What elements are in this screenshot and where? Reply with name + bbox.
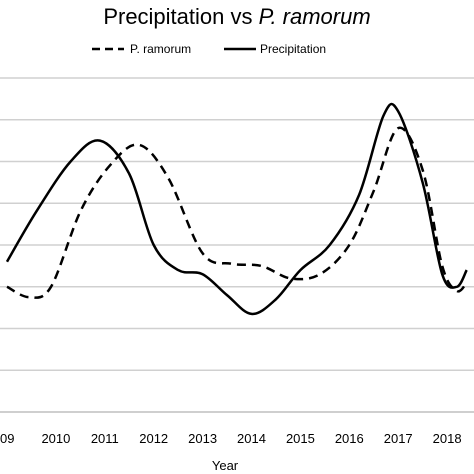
chart-title-main: Precipitation vs <box>103 4 258 29</box>
x-axis-label: Year <box>212 458 239 473</box>
series-line-precipitation <box>5 102 468 316</box>
x-tick-label: 2017 <box>384 431 413 446</box>
x-tick-label: 2012 <box>139 431 168 446</box>
x-tick-label: 2011 <box>91 431 119 446</box>
x-tick-label: 09 <box>0 431 14 446</box>
gridlines <box>0 77 474 413</box>
chart-title-italic: P. ramorum <box>259 4 371 29</box>
x-tick-label: 2010 <box>41 431 70 446</box>
chart-title: Precipitation vs P. ramorum <box>103 4 370 29</box>
series-group <box>5 102 468 316</box>
legend-label-p-ramorum: P. ramorum <box>130 42 191 56</box>
x-tick-label: 2014 <box>237 431 266 446</box>
x-tick-labels: 09 2010 2011 2012 2013 2014 2015 2016 2017 2018 <box>0 431 462 446</box>
x-tick-label: 2013 <box>188 431 217 446</box>
x-tick-label: 2018 <box>433 431 462 446</box>
legend-label-precipitation: Precipitation <box>260 42 326 56</box>
legend: P. ramorum Precipitation <box>92 42 326 56</box>
x-tick-label: 2016 <box>335 431 364 446</box>
series-line-p-ramorum <box>6 126 468 299</box>
x-tick-label: 2015 <box>286 431 315 446</box>
